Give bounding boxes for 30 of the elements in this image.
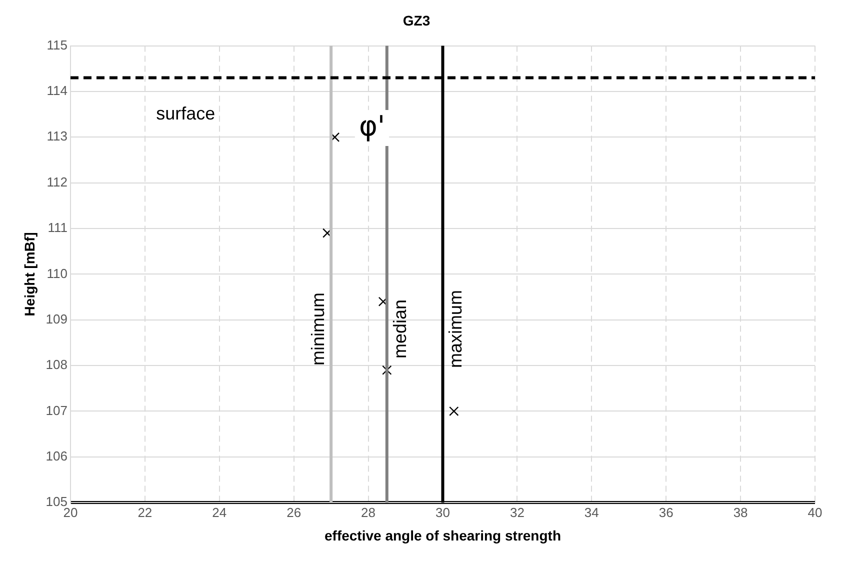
ref-line-label: surface (156, 104, 216, 124)
annotation: φ' (358, 109, 386, 142)
y-tick-label: 108 (46, 357, 68, 372)
y-tick-label: 114 (46, 83, 68, 98)
y-axis-title: Height [mBf] (21, 232, 38, 316)
x-tick-label: 40 (808, 504, 822, 520)
x-tick-label: 28 (361, 504, 376, 520)
x-tick-label: 22 (138, 504, 152, 520)
chart-title: GZ3 (402, 12, 430, 28)
y-tick-label: 112 (46, 174, 68, 190)
x-axis-title: effective angle of shearing strength (324, 527, 561, 544)
point (449, 406, 459, 416)
x-tick-label: 32 (510, 504, 524, 520)
y-tick-label: 111 (48, 220, 68, 236)
x-tick-label: 38 (733, 504, 748, 520)
ref-line-label: maximum (446, 290, 466, 368)
ref-line-label: minimum (308, 292, 328, 366)
x-tick-label: 34 (584, 504, 599, 520)
x-tick-label: 24 (212, 504, 227, 520)
ref-line-label: median (390, 299, 410, 359)
x-tick-label: 30 (436, 504, 450, 520)
y-tick-label: 110 (46, 266, 68, 281)
x-tick-label: 26 (286, 504, 302, 520)
y-tick-label: 115 (46, 37, 68, 52)
y-tick-label: 113 (46, 128, 68, 144)
point (382, 365, 392, 375)
x-tick-label: 36 (658, 504, 674, 520)
y-tick-label: 106 (46, 448, 68, 464)
y-tick-label: 107 (46, 402, 68, 418)
y-tick-label: 109 (46, 311, 68, 326)
